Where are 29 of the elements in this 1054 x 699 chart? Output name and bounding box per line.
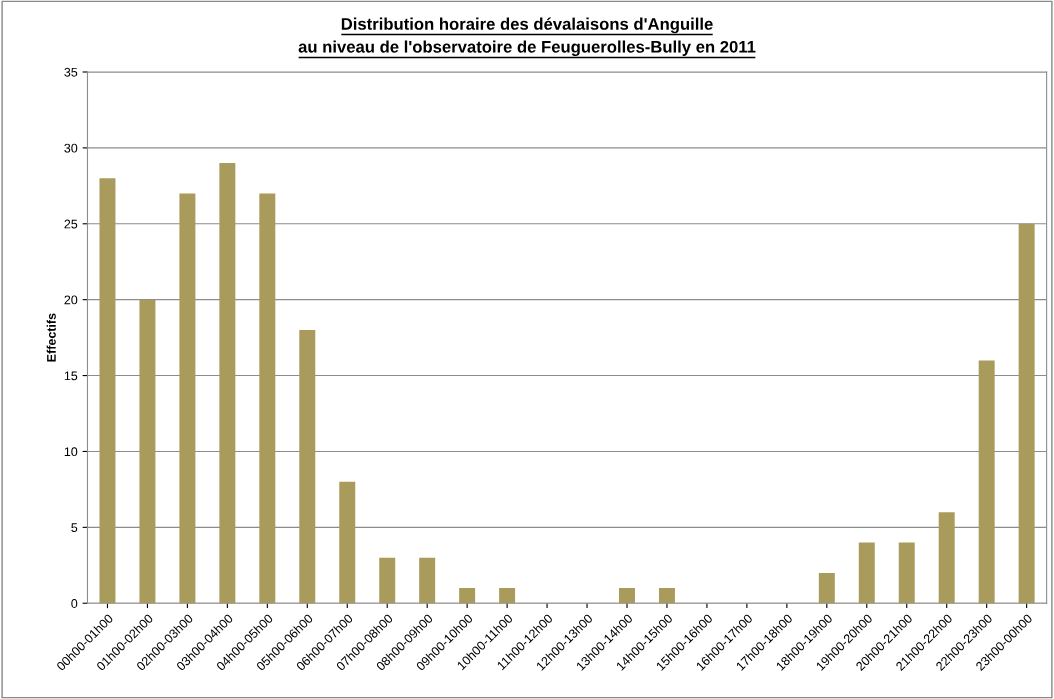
y-axis-title: Effectifs: [46, 313, 56, 362]
bar: [818, 572, 835, 604]
bar: [419, 557, 436, 604]
bar: [858, 542, 875, 604]
bar: [179, 193, 196, 604]
y-tick-label: 30: [64, 143, 78, 153]
bar: [219, 163, 236, 604]
bar: [938, 512, 955, 604]
bar: [619, 588, 635, 604]
bar: [139, 299, 156, 604]
y-tick-label: 10: [64, 447, 78, 457]
bar: [339, 481, 356, 604]
bar: [459, 588, 476, 604]
bar: [1018, 223, 1035, 604]
y-tick-label: 5: [71, 523, 78, 532]
bar: [898, 542, 915, 604]
bar: [658, 588, 675, 604]
bar: [99, 178, 116, 604]
y-tick-label: 25: [64, 219, 78, 229]
bar: [299, 330, 316, 604]
y-tick-label: 35: [64, 67, 78, 77]
y-tick-label: 20: [64, 295, 78, 305]
bar: [978, 360, 995, 604]
y-tick-label: 0: [71, 599, 78, 608]
bar: [499, 588, 516, 604]
chart-title: Distribution horaire des dévalaisons d'Anguille au niveau de l'observatoire de Feuguerolles-Bully en 2011: [298, 17, 756, 57]
y-tick-label: 15: [64, 371, 78, 381]
bar: [379, 557, 396, 604]
bar: [259, 193, 276, 604]
